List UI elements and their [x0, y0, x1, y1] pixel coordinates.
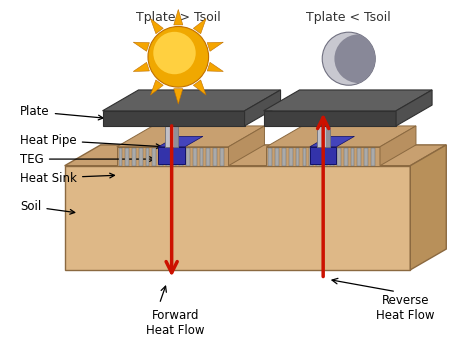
Polygon shape: [357, 148, 361, 166]
Polygon shape: [264, 90, 432, 111]
Polygon shape: [410, 145, 447, 270]
Polygon shape: [310, 148, 313, 166]
Polygon shape: [102, 90, 281, 111]
Polygon shape: [174, 9, 183, 25]
Polygon shape: [289, 148, 292, 166]
Polygon shape: [152, 148, 156, 166]
Text: Tplate < Tsoil: Tplate < Tsoil: [306, 12, 391, 24]
Text: Heat Pipe: Heat Pipe: [20, 134, 161, 148]
Text: Plate: Plate: [20, 105, 103, 120]
Polygon shape: [117, 126, 264, 147]
Polygon shape: [133, 42, 149, 51]
Polygon shape: [159, 148, 163, 166]
Polygon shape: [266, 147, 380, 166]
Polygon shape: [365, 148, 368, 166]
Circle shape: [148, 26, 209, 87]
Polygon shape: [323, 148, 327, 166]
Polygon shape: [351, 148, 355, 166]
Polygon shape: [213, 148, 217, 166]
Polygon shape: [317, 118, 330, 147]
Polygon shape: [193, 19, 206, 34]
Polygon shape: [165, 118, 178, 147]
Polygon shape: [150, 80, 163, 95]
Polygon shape: [117, 147, 228, 166]
Polygon shape: [102, 111, 245, 126]
Polygon shape: [207, 62, 223, 72]
Polygon shape: [132, 148, 136, 166]
Polygon shape: [268, 148, 272, 166]
Text: Reverse
Heat Flow: Reverse Heat Flow: [376, 294, 435, 322]
Polygon shape: [193, 80, 206, 95]
Polygon shape: [133, 62, 149, 72]
Polygon shape: [186, 148, 190, 166]
Polygon shape: [146, 148, 149, 166]
Polygon shape: [150, 19, 163, 34]
Polygon shape: [245, 90, 281, 126]
Polygon shape: [264, 111, 396, 126]
Text: Soil: Soil: [20, 200, 75, 214]
Polygon shape: [371, 148, 375, 166]
Polygon shape: [266, 126, 416, 147]
Polygon shape: [275, 148, 279, 166]
Polygon shape: [206, 148, 210, 166]
Polygon shape: [126, 148, 129, 166]
Polygon shape: [179, 148, 183, 166]
Text: Tplate > Tsoil: Tplate > Tsoil: [136, 12, 221, 24]
Text: TEG: TEG: [20, 153, 154, 165]
Polygon shape: [296, 148, 300, 166]
Polygon shape: [174, 89, 183, 104]
Polygon shape: [64, 166, 410, 270]
Circle shape: [322, 32, 375, 85]
Polygon shape: [173, 148, 176, 166]
Polygon shape: [220, 148, 224, 166]
Polygon shape: [310, 136, 355, 147]
Polygon shape: [330, 148, 334, 166]
Text: Heat Sink: Heat Sink: [20, 172, 114, 184]
Circle shape: [335, 34, 383, 83]
Polygon shape: [139, 148, 143, 166]
Polygon shape: [396, 90, 432, 126]
Polygon shape: [326, 118, 330, 147]
Polygon shape: [200, 148, 203, 166]
Polygon shape: [158, 136, 203, 147]
Polygon shape: [344, 148, 347, 166]
Polygon shape: [380, 126, 416, 166]
Text: Forward
Heat Flow: Forward Heat Flow: [146, 309, 205, 337]
Polygon shape: [174, 118, 178, 147]
Polygon shape: [228, 126, 264, 166]
Polygon shape: [118, 148, 122, 166]
Polygon shape: [316, 148, 320, 166]
Polygon shape: [158, 147, 185, 164]
Polygon shape: [193, 148, 197, 166]
Polygon shape: [64, 145, 447, 166]
Polygon shape: [302, 148, 306, 166]
Circle shape: [153, 32, 196, 74]
Polygon shape: [166, 148, 170, 166]
Polygon shape: [282, 148, 286, 166]
Polygon shape: [207, 42, 223, 51]
Polygon shape: [310, 147, 337, 164]
Polygon shape: [337, 148, 341, 166]
